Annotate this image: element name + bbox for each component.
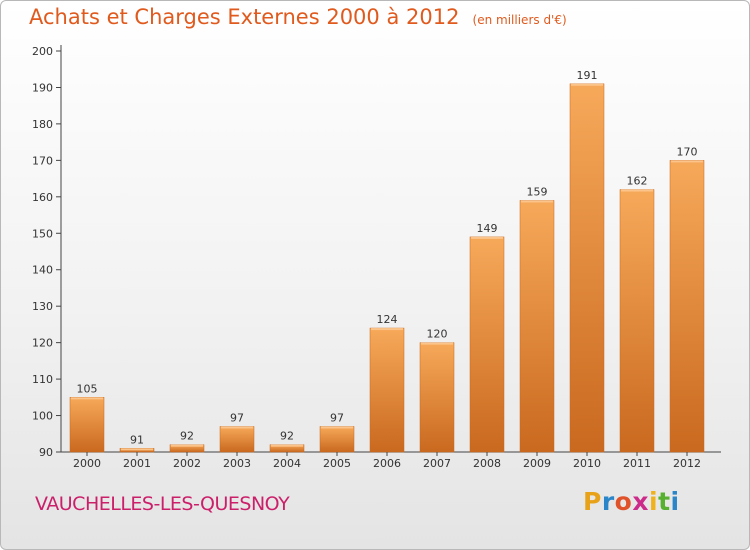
bar [69, 397, 105, 453]
logo-letter: t [658, 487, 671, 516]
logo-letter: i [670, 487, 680, 516]
y-tick-label: 200 [32, 45, 53, 58]
bar-value-label: 191 [577, 69, 598, 82]
bar [469, 236, 505, 453]
bar-value-label: 97 [330, 411, 344, 424]
logo-letter: r [601, 487, 615, 516]
bar-highlight [221, 426, 253, 429]
bar-value-label: 120 [427, 328, 448, 341]
bar-value-label: 162 [627, 175, 648, 188]
bar-value-label: 149 [477, 222, 498, 235]
commune-name: VAUCHELLES-LES-QUESNOY [35, 493, 290, 515]
x-tick-label: 2000 [73, 457, 101, 470]
bar-highlight [621, 189, 653, 192]
bar-value-label: 91 [130, 433, 144, 446]
x-tick-label: 2003 [223, 457, 251, 470]
x-tick-label: 2011 [623, 457, 651, 470]
bar-value-label: 97 [230, 411, 244, 424]
logo-letter: o [614, 487, 633, 516]
y-tick-label: 140 [32, 264, 53, 277]
y-tick-label: 180 [32, 118, 53, 131]
x-tick-label: 2002 [173, 457, 201, 470]
y-tick-label: 160 [32, 191, 53, 204]
bar [419, 342, 455, 453]
logo-letter: P [583, 487, 602, 516]
x-tick-label: 2007 [423, 457, 451, 470]
bar [519, 200, 555, 453]
bar-highlight [421, 342, 453, 345]
bar-value-label: 105 [77, 382, 98, 395]
y-tick-label: 120 [32, 337, 53, 350]
bar [619, 189, 655, 453]
title-main: Achats et Charges Externes 2000 à 2012 [29, 5, 460, 29]
x-tick-label: 2012 [673, 457, 701, 470]
bar-value-label: 159 [527, 185, 548, 198]
logo-letter: x [632, 487, 649, 516]
bar-highlight [121, 448, 153, 451]
chart-title: Achats et Charges Externes 2000 à 2012 (… [29, 5, 567, 29]
title-subtitle: (en milliers d'€) [472, 13, 567, 27]
bar [569, 83, 605, 453]
x-tick-label: 2008 [473, 457, 501, 470]
x-tick-label: 2004 [273, 457, 301, 470]
y-tick-label: 190 [32, 81, 53, 94]
bar [669, 160, 705, 453]
y-tick-label: 110 [32, 373, 53, 386]
bar-highlight [321, 426, 353, 429]
y-tick-label: 170 [32, 154, 53, 167]
proxiti-logo: Proxiti [583, 487, 680, 516]
x-tick-label: 2006 [373, 457, 401, 470]
x-tick-label: 2010 [573, 457, 601, 470]
bar-highlight [521, 200, 553, 203]
bar-value-label: 170 [677, 145, 698, 158]
bar-value-label: 92 [280, 430, 294, 443]
logo-letter: i [649, 487, 659, 516]
bar-value-label: 124 [377, 313, 398, 326]
x-tick-label: 2005 [323, 457, 351, 470]
bar-highlight [271, 444, 303, 447]
bar-highlight [371, 328, 403, 331]
x-tick-label: 2001 [123, 457, 151, 470]
y-tick-label: 130 [32, 300, 53, 313]
bar [369, 327, 405, 453]
bar [219, 426, 255, 453]
y-tick-label: 90 [39, 446, 53, 459]
y-tick-label: 150 [32, 227, 53, 240]
x-tick-label: 2009 [523, 457, 551, 470]
bar-highlight [571, 83, 603, 86]
bar-highlight [471, 236, 503, 239]
y-tick-label: 100 [32, 410, 53, 423]
bar-highlight [671, 160, 703, 163]
bar [319, 426, 355, 453]
bar-value-label: 92 [180, 430, 194, 443]
bar-highlight [171, 444, 203, 447]
bar-highlight [71, 397, 103, 400]
